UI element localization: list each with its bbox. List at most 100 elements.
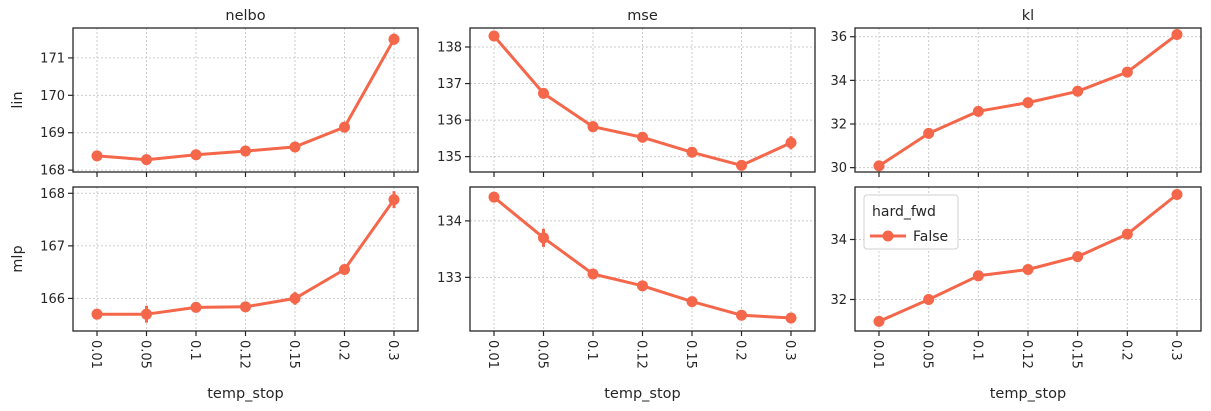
data-point [736,159,747,171]
y-tick-label: 168 [40,164,65,179]
x-axis-label: temp_stop [990,386,1067,402]
panel-nelbo-mlp: 166 167 168 0.01 0.05 0.1 0.12 0.15 0.2 0.3 temp_s… [10,186,419,402]
y-tick-label: 30 [830,161,847,176]
data-point [637,280,648,292]
y-tick-label: 171 [40,51,65,66]
y-tick-label: 167 [40,239,65,254]
legend-entry: False [913,229,948,245]
x-tick-label: 0.1 [187,340,202,361]
data-point [1171,29,1183,41]
data-point [923,127,935,139]
x-tick-label: 0.05 [920,340,935,369]
y-tick-label: 36 [830,30,847,45]
data-point [339,264,350,276]
legend: hard_fwd False [863,194,959,250]
data-point [736,309,747,321]
data-point [1121,228,1133,240]
panel-frame [469,27,816,173]
y-tick-label: 137 [437,77,462,92]
panel-frame [469,186,816,332]
x-tick-label: 0.05 [535,340,550,369]
data-point [637,131,648,143]
x-tick-label: 0.15 [286,340,301,369]
panel-title: mse [627,8,658,24]
data-point [141,154,152,166]
panel-mse-lin: 135 136 137 138 mse [437,8,816,177]
data-point [388,194,400,206]
data-point [1022,264,1034,275]
data-point [91,150,103,162]
x-tick-label: 0.01 [485,340,500,369]
legend-marker [882,230,894,242]
panel-frame [72,186,419,332]
data-point [91,308,103,320]
data-point [289,292,301,304]
legend-title: hard_fwd [872,204,936,220]
x-tick-label: 0.15 [1069,340,1084,369]
data-point [587,268,599,280]
data-point [923,294,935,305]
x-tick-label: 0.01 [88,340,103,369]
data-point [873,315,885,327]
panel-frame [854,27,1202,173]
data-point [1171,189,1183,200]
data-point [190,301,202,313]
x-tick-label: 0.1 [584,340,599,361]
panel-kl-lin: 30 32 34 36 kl [830,8,1202,177]
x-tick-label: 0.05 [138,340,153,369]
x-axis-label: temp_stop [604,386,681,402]
data-point [289,141,301,153]
x-tick-label: 0.1 [969,340,984,361]
y-tick-label: 166 [40,292,65,307]
y-tick-label: 170 [40,89,65,104]
data-point [488,30,500,42]
y-tick-label: 32 [830,293,847,308]
panel-title: nelbo [225,8,265,24]
data-point [488,191,500,203]
x-tick-label: 0.3 [385,340,400,361]
y-axis-label: lin [10,91,26,108]
data-point [1121,66,1133,78]
data-point [1072,251,1084,263]
data-point [686,146,698,158]
y-tick-label: 32 [830,118,847,133]
x-tick-label: 0.2 [733,340,748,361]
data-point [240,145,251,157]
panel-kl-mlp: 32 34 0.01 0.05 0.1 0.12 0.15 0.2 0.3 temp_stop [830,186,1202,402]
data-point [686,296,698,308]
y-tick-label: 136 [437,114,462,129]
y-tick-label: 34 [830,74,847,89]
data-point [141,308,152,320]
x-tick-label: 0.15 [683,340,698,369]
x-tick-label: 0.12 [237,340,252,369]
data-point [972,270,984,282]
panel-mse-mlp: 133 134 0.01 0.05 0.1 0.12 0.15 0.2 0.3 temp_stop [437,186,816,402]
x-tick-label: 0.2 [336,340,351,361]
x-tick-label: 0.12 [634,340,649,369]
data-point [972,105,984,117]
data-point [240,301,251,313]
data-point [785,137,797,149]
x-tick-label: 0.12 [1019,340,1034,369]
panel-frame [72,27,419,173]
x-axis-label: temp_stop [207,386,284,402]
x-tick-label: 0.01 [870,340,885,369]
data-point [1072,85,1084,97]
data-point [190,149,202,161]
data-point [388,33,400,45]
data-point [785,312,797,324]
y-tick-label: 133 [437,271,462,286]
y-tick-label: 134 [437,214,462,229]
y-tick-label: 34 [830,233,847,248]
y-tick-label: 138 [437,41,462,56]
data-point [538,87,549,99]
x-tick-label: 0.2 [1118,340,1133,361]
panel-frame [854,186,1202,332]
y-axis-label: mlp [10,245,26,272]
panel-nelbo-lin: 168 169 170 171 nelbo lin [10,8,419,179]
x-tick-label: 0.3 [782,340,797,361]
y-tick-label: 168 [40,187,65,202]
y-tick-label: 169 [40,126,65,141]
data-point [339,121,350,133]
